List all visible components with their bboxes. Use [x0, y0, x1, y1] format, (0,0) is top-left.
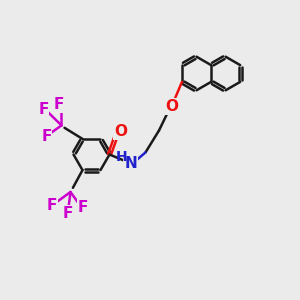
Text: O: O — [165, 99, 178, 114]
Text: F: F — [41, 129, 52, 144]
Text: O: O — [114, 124, 127, 140]
Text: H: H — [116, 150, 127, 164]
Text: F: F — [38, 102, 49, 117]
Text: F: F — [46, 198, 57, 213]
Text: N: N — [124, 156, 137, 171]
Text: F: F — [62, 206, 73, 221]
Text: F: F — [53, 97, 64, 112]
Text: F: F — [77, 200, 88, 214]
